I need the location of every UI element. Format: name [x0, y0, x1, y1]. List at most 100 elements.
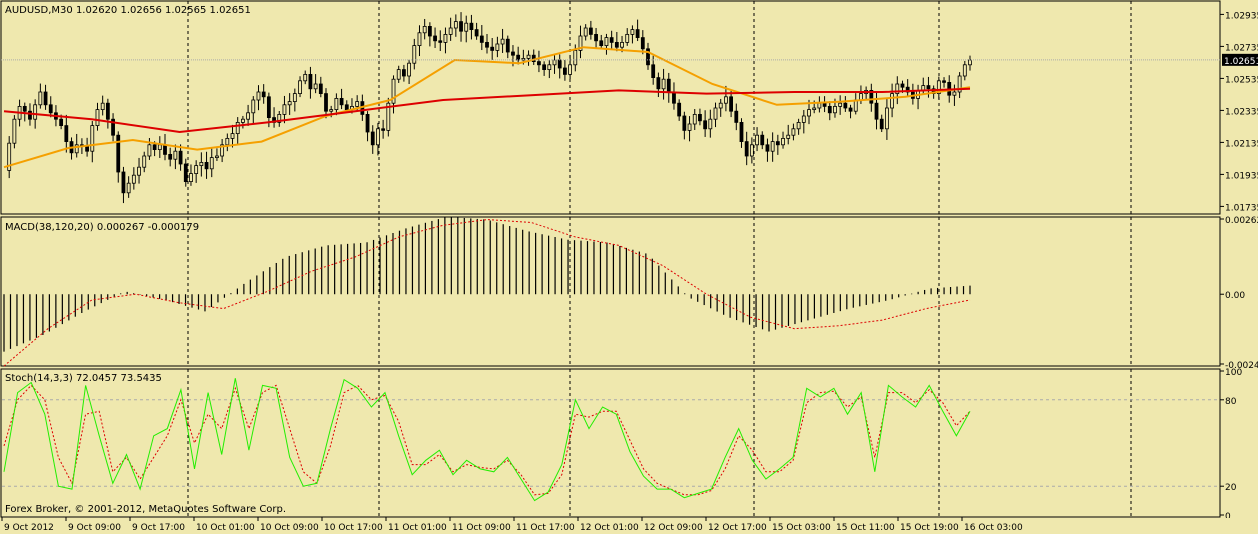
candle-body: [225, 137, 230, 146]
candle-body: [266, 96, 271, 119]
time-axis[interactable]: 9 Oct 2012 9 Oct 09:00 9 Oct 17:00 10 Oct 0…: [0, 517, 1258, 534]
candle-body: [739, 122, 744, 143]
candle-body: [282, 104, 287, 115]
candle-body: [230, 133, 235, 139]
time-axis-label: 12 Oct 17:00: [708, 523, 767, 533]
candle-body: [277, 114, 282, 123]
current-price-label: 1.02651: [1224, 57, 1258, 67]
candle-body: [807, 109, 811, 117]
candle-body: [781, 137, 785, 146]
candle-body: [313, 83, 318, 90]
current-price-badge: [1222, 53, 1258, 66]
candle-body: [744, 141, 749, 157]
candle-body: [157, 144, 162, 151]
candle-body: [729, 96, 733, 112]
candle-body: [376, 128, 380, 146]
candle-body: [261, 91, 266, 98]
candle-body: [505, 38, 510, 53]
candle-body: [833, 106, 837, 114]
macd-pane-frame: [0, 216, 1221, 367]
candle-body: [563, 67, 567, 75]
candle-body: [215, 155, 219, 158]
candle-body: [869, 90, 874, 104]
axis-tick-label: 0.00262: [1225, 216, 1258, 226]
candle-body: [433, 35, 437, 42]
candle-body: [957, 75, 962, 93]
candle-body: [812, 107, 817, 110]
candle-body: [890, 93, 894, 109]
stochastic-pane[interactable]: Stoch(14,3,3) 72.0457 73.5435 Forex Brok…: [0, 368, 1221, 518]
macd-pane[interactable]: MACD(38,120,20) 0.000267 -0.000179: [0, 216, 1221, 367]
axis-tick-label: 1.02135: [1225, 139, 1258, 149]
candle-body: [209, 157, 214, 170]
candle-body: [682, 115, 687, 131]
price-axis[interactable]: 1.02935 1.02735 1.02535 1.02335 1.02135 1.019…: [1220, 0, 1258, 534]
candle-body: [33, 104, 38, 120]
time-axis-label: 15 Oct 03:00: [772, 523, 831, 533]
candle-body: [656, 77, 661, 90]
candle-body: [666, 78, 671, 93]
candle-body: [12, 118, 17, 144]
candle-body: [614, 42, 619, 48]
candle-body: [557, 59, 562, 69]
candle-body: [640, 37, 645, 50]
candle-body: [137, 166, 141, 176]
time-axis-label: 9 Oct 17:00: [132, 523, 185, 533]
candle-body: [879, 118, 884, 130]
price-pane[interactable]: AUDUSD,M30 1.02620 1.02656 1.02565 1.026…: [0, 0, 1221, 215]
candle-body: [48, 104, 53, 114]
candle-body: [85, 145, 89, 152]
candle-body: [64, 125, 69, 142]
candle-body: [479, 35, 484, 43]
candle-body: [329, 109, 334, 112]
candle-body: [241, 118, 245, 123]
candle-body: [386, 102, 391, 131]
candle-body: [801, 115, 806, 123]
time-axis-label: 16 Oct 03:00: [964, 523, 1023, 533]
candle-body: [755, 134, 759, 146]
stochastic-pane-title: Stoch(14,3,3) 72.0457 73.5435: [5, 373, 162, 384]
moving-average-slow-line: [3, 87, 971, 134]
candle-body: [324, 93, 328, 112]
candle-body: [287, 101, 292, 106]
price-pane-frame: [0, 0, 1221, 215]
candle-body: [853, 99, 858, 112]
candle-body: [625, 34, 630, 43]
candle-body: [443, 34, 448, 43]
candle-body: [111, 118, 115, 136]
candle-body: [381, 128, 386, 131]
time-axis-label: 10 Oct 01:00: [196, 523, 255, 533]
candle-body: [609, 37, 614, 43]
candle-body: [204, 161, 209, 170]
candle-body: [537, 61, 541, 66]
candle-body: [646, 48, 650, 66]
candle-body: [43, 91, 48, 106]
candle-body: [453, 21, 458, 29]
stochastic-main-line: [3, 378, 971, 502]
candle-body: [526, 54, 531, 59]
axis-tick-label: 1.01935: [1225, 171, 1258, 181]
candle-body: [344, 104, 349, 111]
candle-body: [734, 110, 739, 123]
candle-body: [791, 128, 796, 136]
candle-body: [152, 144, 157, 151]
candle-body: [251, 99, 256, 114]
candle-body: [256, 91, 261, 101]
candle-body: [59, 118, 64, 126]
candle-body: [194, 165, 199, 175]
axis-tick-label: 0.00: [1225, 291, 1245, 301]
candle-body: [417, 32, 422, 46]
candle-body: [334, 98, 339, 111]
candle-body: [121, 171, 126, 194]
candle-body: [874, 102, 879, 120]
candle-body: [147, 144, 152, 157]
candle-body: [427, 25, 432, 37]
axis-tick-label: 80: [1225, 397, 1237, 407]
candle-body: [318, 83, 323, 94]
candle-body: [396, 69, 401, 80]
candle-body: [885, 107, 889, 130]
candle-body: [339, 98, 344, 106]
candle-body: [822, 102, 827, 107]
